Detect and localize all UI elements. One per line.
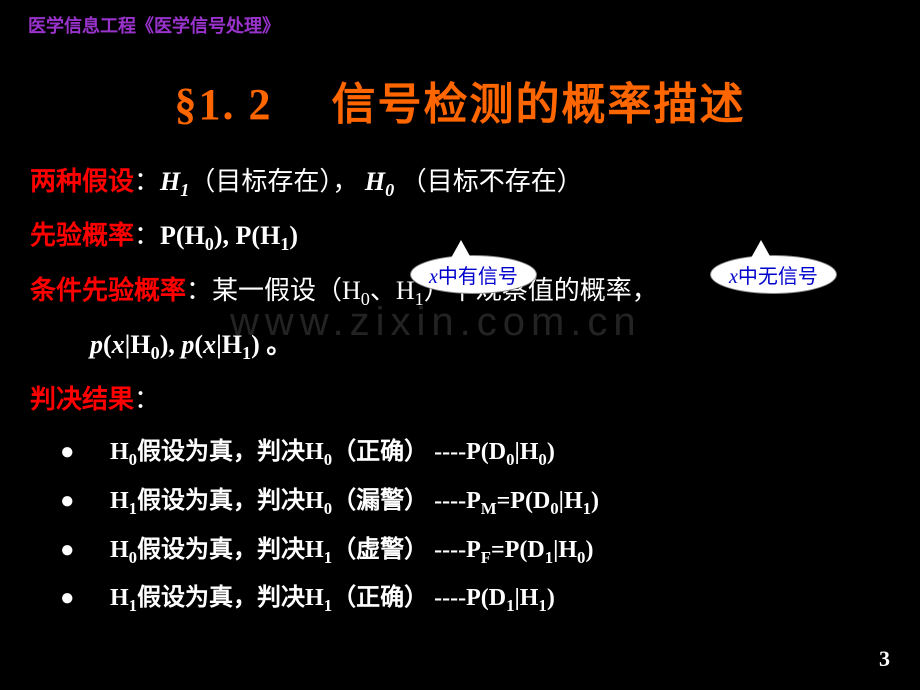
sub: 1 (129, 596, 137, 615)
sub: 1 (324, 596, 332, 615)
page-number: 3 (879, 646, 890, 672)
bullet-icon: ● (60, 537, 110, 564)
course-header: 医学信息工程《医学信号处理》 (0, 0, 920, 38)
sub: F (481, 547, 491, 566)
text: |H (514, 585, 538, 611)
text: （目标存在）， (189, 167, 358, 196)
label-cond-prior: 条件先验概率 (30, 276, 186, 305)
sub: 1 (583, 499, 591, 518)
sub: 0 (385, 180, 394, 200)
text: =P(D (491, 537, 545, 563)
text: （正确） ----P(D (332, 439, 506, 465)
label-decision: 判决结果 (30, 385, 134, 414)
sub: 0 (151, 344, 160, 364)
sub: 1 (129, 499, 137, 518)
sub: 0 (324, 450, 332, 469)
text: ) (547, 439, 555, 465)
text: 假设为真，判决H (137, 537, 324, 563)
bullet-row-3: ●H1假设为真，判决H1（正确） ----P(D1|H1) (30, 577, 890, 616)
text: =P(D (497, 488, 551, 514)
text: |H (514, 439, 538, 465)
sub: 0 (361, 289, 370, 309)
sym-h0: H (358, 167, 385, 196)
text: （虚警） ----P (332, 537, 481, 563)
sym-x: x (729, 266, 738, 288)
sub: 1 (545, 547, 553, 566)
sub: 0 (129, 547, 137, 566)
sub: 1 (415, 289, 424, 309)
text: ( (194, 330, 203, 359)
slide-title: §1. 2 信号检测的概率描述 (0, 68, 920, 132)
callout-text: 中无信号 (738, 266, 818, 288)
text: |H (125, 330, 151, 359)
bullet-icon: ● (60, 439, 110, 466)
line-decision: 判决结果： (30, 380, 890, 419)
bullet-row-2: ●H0假设为真，判决H1（虚警） ----PF=P(D1|H0) (30, 529, 890, 568)
formula: P(H (160, 221, 205, 250)
sym-p: p (90, 330, 103, 359)
line-hypotheses: 两种假设：H1（目标存在）， H0 （目标不存在） (30, 162, 890, 204)
text: H (110, 439, 129, 465)
text: |H (553, 537, 577, 563)
sub: 0 (550, 499, 558, 518)
sub: 1 (324, 547, 332, 566)
text: ： (134, 221, 160, 250)
sub: 0 (324, 499, 332, 518)
sym-h1: H (160, 167, 180, 196)
sym-x: x (112, 330, 125, 359)
sub: 1 (242, 344, 251, 364)
text: ( (103, 330, 112, 359)
label-hypotheses: 两种假设 (30, 167, 134, 196)
callout-no-signal: x中无信号 (710, 255, 837, 294)
text: （目标不存在） (394, 167, 583, 196)
sub: 0 (205, 235, 214, 255)
text: 假设为真，判决H (137, 439, 324, 465)
text: H (110, 537, 129, 563)
line-likelihood: p(x|H0), p(x|H1) 。 (30, 325, 890, 367)
text: ) (585, 537, 593, 563)
bullet-icon: ● (60, 488, 110, 515)
text: 假设为真，判决H (137, 585, 324, 611)
text: ：某一假设（H (186, 276, 361, 305)
callout-has-signal: x中有信号 (410, 255, 537, 294)
bullet-row-0: ●H0假设为真，判决H0（正确） ----P(D0|H0) (30, 431, 890, 470)
sub: 0 (129, 450, 137, 469)
text: ： (134, 385, 160, 414)
bullet-row-1: ●H1假设为真，判决H0（漏警） ----PM=P(D0|H1) (30, 480, 890, 519)
text: ) (591, 488, 599, 514)
text: 假设为真，判决H (137, 488, 324, 514)
bullet-icon: ● (60, 585, 110, 612)
sym-x: x (203, 330, 216, 359)
text: （正确） ----P(D (332, 585, 506, 611)
formula: ) (289, 221, 298, 250)
label-prior: 先验概率 (30, 221, 134, 250)
sub: 1 (538, 596, 546, 615)
text: ) 。 (251, 330, 292, 359)
text: |H (559, 488, 583, 514)
sym-x: x (429, 266, 438, 288)
sub: 1 (180, 180, 189, 200)
text: H (110, 585, 129, 611)
formula: ), P(H (214, 221, 280, 250)
sub: 0 (538, 450, 546, 469)
text: ), (160, 330, 182, 359)
text: ： (134, 167, 160, 196)
text: 、H (370, 276, 415, 305)
text: ) (547, 585, 555, 611)
sym-p: p (181, 330, 194, 359)
text: |H (216, 330, 242, 359)
text: H (110, 488, 129, 514)
text: （漏警） ----P (332, 488, 481, 514)
callout-text: 中有信号 (438, 266, 518, 288)
sub: M (481, 499, 497, 518)
slide-content: 两种假设：H1（目标存在）， H0 （目标不存在） 先验概率：P(H0), P(… (0, 162, 920, 616)
